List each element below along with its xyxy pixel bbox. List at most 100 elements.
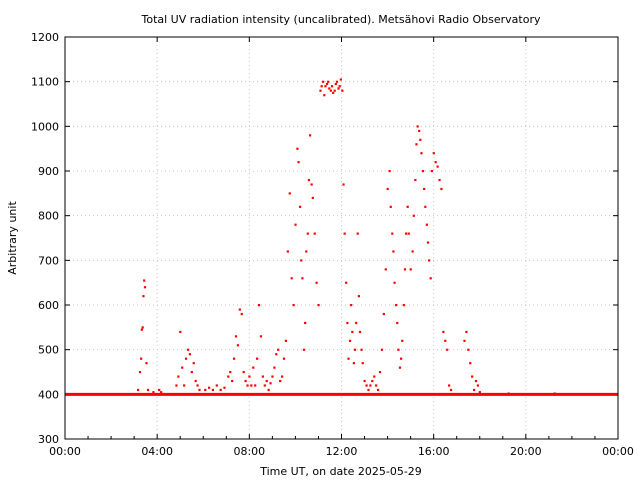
data-point xyxy=(444,339,447,342)
data-point xyxy=(257,304,261,307)
data-point xyxy=(393,281,396,284)
data-point xyxy=(403,268,407,271)
data-point xyxy=(469,362,472,365)
data-point xyxy=(388,170,391,173)
data-point xyxy=(275,353,278,356)
data-point xyxy=(355,321,358,325)
data-point xyxy=(320,85,323,88)
data-point xyxy=(315,281,318,284)
data-point xyxy=(267,388,270,392)
data-point xyxy=(360,348,363,351)
data-point xyxy=(307,178,311,182)
data-point xyxy=(186,348,190,351)
y-tick-label: 900 xyxy=(38,165,59,178)
data-point xyxy=(478,391,481,394)
data-point xyxy=(196,384,199,387)
y-tick-label: 300 xyxy=(38,433,59,446)
data-point xyxy=(244,379,247,383)
data-point xyxy=(138,371,142,374)
data-point xyxy=(405,232,408,235)
data-point xyxy=(324,85,327,88)
data-point xyxy=(347,357,350,360)
data-point xyxy=(345,281,348,284)
data-point xyxy=(348,339,352,342)
data-point xyxy=(342,183,345,186)
data-point xyxy=(384,268,387,271)
data-point xyxy=(323,94,326,97)
data-point xyxy=(177,375,180,378)
data-point xyxy=(425,223,428,226)
axis-ticks: 300 400 500 600 700 800 900 1000 1100 1200 00:00 04… xyxy=(31,31,634,458)
data-point xyxy=(296,147,299,150)
data-point xyxy=(432,152,435,155)
data-point xyxy=(290,277,293,280)
data-point xyxy=(465,330,468,333)
data-point xyxy=(358,330,362,333)
data-point xyxy=(415,143,418,146)
data-point xyxy=(265,379,268,383)
data-point xyxy=(208,386,211,389)
grid xyxy=(65,37,618,439)
x-tick-label: 00:00 xyxy=(49,445,81,458)
data-point xyxy=(398,366,402,369)
x-tick-label: 16:00 xyxy=(418,445,450,458)
data-point xyxy=(472,388,476,392)
data-point xyxy=(140,357,143,360)
data-point xyxy=(252,366,255,369)
data-point xyxy=(395,304,398,307)
data-point xyxy=(407,232,410,235)
data-point xyxy=(231,379,234,383)
data-point xyxy=(350,304,353,307)
data-point xyxy=(227,375,230,378)
y-tick-label: 600 xyxy=(38,299,59,312)
data-point xyxy=(311,196,314,199)
data-point xyxy=(406,205,409,208)
data-point xyxy=(333,89,336,92)
data-point xyxy=(332,91,335,95)
data-point xyxy=(299,205,302,208)
data-point xyxy=(229,371,232,374)
data-point xyxy=(223,386,226,389)
x-tick-label: 04:00 xyxy=(141,445,173,458)
data-point xyxy=(434,161,437,164)
y-tick-label: 1200 xyxy=(31,31,59,44)
data-point xyxy=(424,205,427,208)
data-point xyxy=(375,384,378,387)
data-point xyxy=(313,232,316,235)
data-point xyxy=(471,375,474,378)
data-point xyxy=(273,366,276,369)
data-point xyxy=(446,348,449,351)
data-point xyxy=(238,308,241,311)
data-point xyxy=(396,321,399,325)
data-point xyxy=(198,388,201,392)
data-point xyxy=(286,250,289,253)
data-point xyxy=(194,379,197,383)
chart-title: Total UV radiation intensity (uncalibrat… xyxy=(141,13,541,26)
data-point xyxy=(467,348,470,351)
data-point xyxy=(334,82,337,86)
data-point xyxy=(339,78,342,81)
data-point xyxy=(436,165,439,168)
data-point xyxy=(304,321,307,325)
data-point xyxy=(279,379,282,383)
data-point xyxy=(420,152,423,155)
data-point xyxy=(369,384,372,387)
data-point xyxy=(463,339,466,342)
data-point xyxy=(367,388,370,392)
data-point xyxy=(346,321,349,325)
data-point xyxy=(136,388,140,392)
data-point xyxy=(448,384,451,387)
data-point xyxy=(373,375,376,378)
data-point xyxy=(184,357,188,360)
data-point xyxy=(329,89,332,92)
data-point xyxy=(351,330,354,333)
x-tick-label: 12:00 xyxy=(326,445,358,458)
data-point xyxy=(248,375,251,378)
data-point xyxy=(305,250,308,253)
data-point xyxy=(337,87,340,90)
data-point xyxy=(204,388,207,392)
data-point xyxy=(232,357,236,360)
data-point xyxy=(429,277,432,280)
x-tick-label: 00:00 xyxy=(602,445,634,458)
